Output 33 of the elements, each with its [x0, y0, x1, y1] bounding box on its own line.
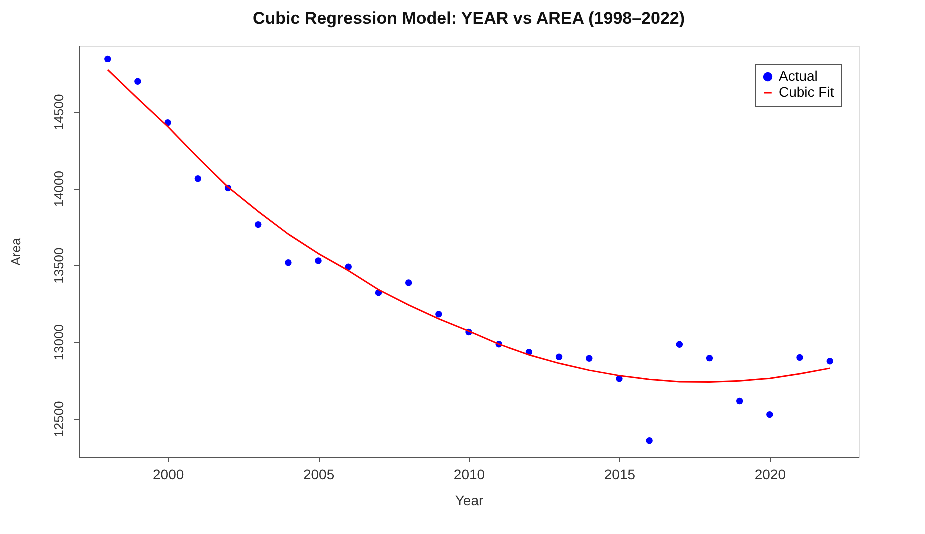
legend-label: Cubic Fit: [779, 84, 834, 100]
y-tick-label: 12500: [52, 401, 66, 438]
point: [134, 78, 142, 85]
x-axis-title: Year: [455, 492, 484, 508]
x-tick-label: 2020: [754, 466, 786, 482]
point: [104, 56, 112, 63]
y-tick-label: 13500: [52, 248, 66, 284]
point: [586, 355, 593, 362]
point: [706, 354, 714, 362]
point: [285, 260, 292, 266]
point: [405, 280, 412, 286]
y-tick-label: 13000: [52, 324, 66, 361]
point: [556, 354, 563, 360]
point: [436, 311, 442, 318]
point: [315, 258, 322, 264]
point: [676, 341, 683, 348]
y-tick-label: 14500: [52, 94, 66, 130]
point: [736, 398, 744, 405]
x-tick-label: 2010: [454, 466, 486, 482]
point: [766, 411, 774, 418]
point: [194, 176, 202, 182]
y-tick-label: 14000: [52, 171, 66, 208]
legend-label: Actual: [779, 68, 818, 84]
point: [646, 438, 653, 444]
point: [796, 354, 804, 362]
point: [255, 221, 262, 228]
point: [345, 264, 352, 270]
x-tick-label: 2015: [604, 466, 636, 482]
x-tick-label: 2005: [303, 466, 335, 482]
point: [826, 358, 834, 365]
chart-title: Cubic Regression Model: YEAR vs AREA (1998–2022): [252, 9, 686, 28]
x-tick-label: 2000: [152, 466, 184, 482]
y-axis-title: Area: [8, 238, 24, 266]
